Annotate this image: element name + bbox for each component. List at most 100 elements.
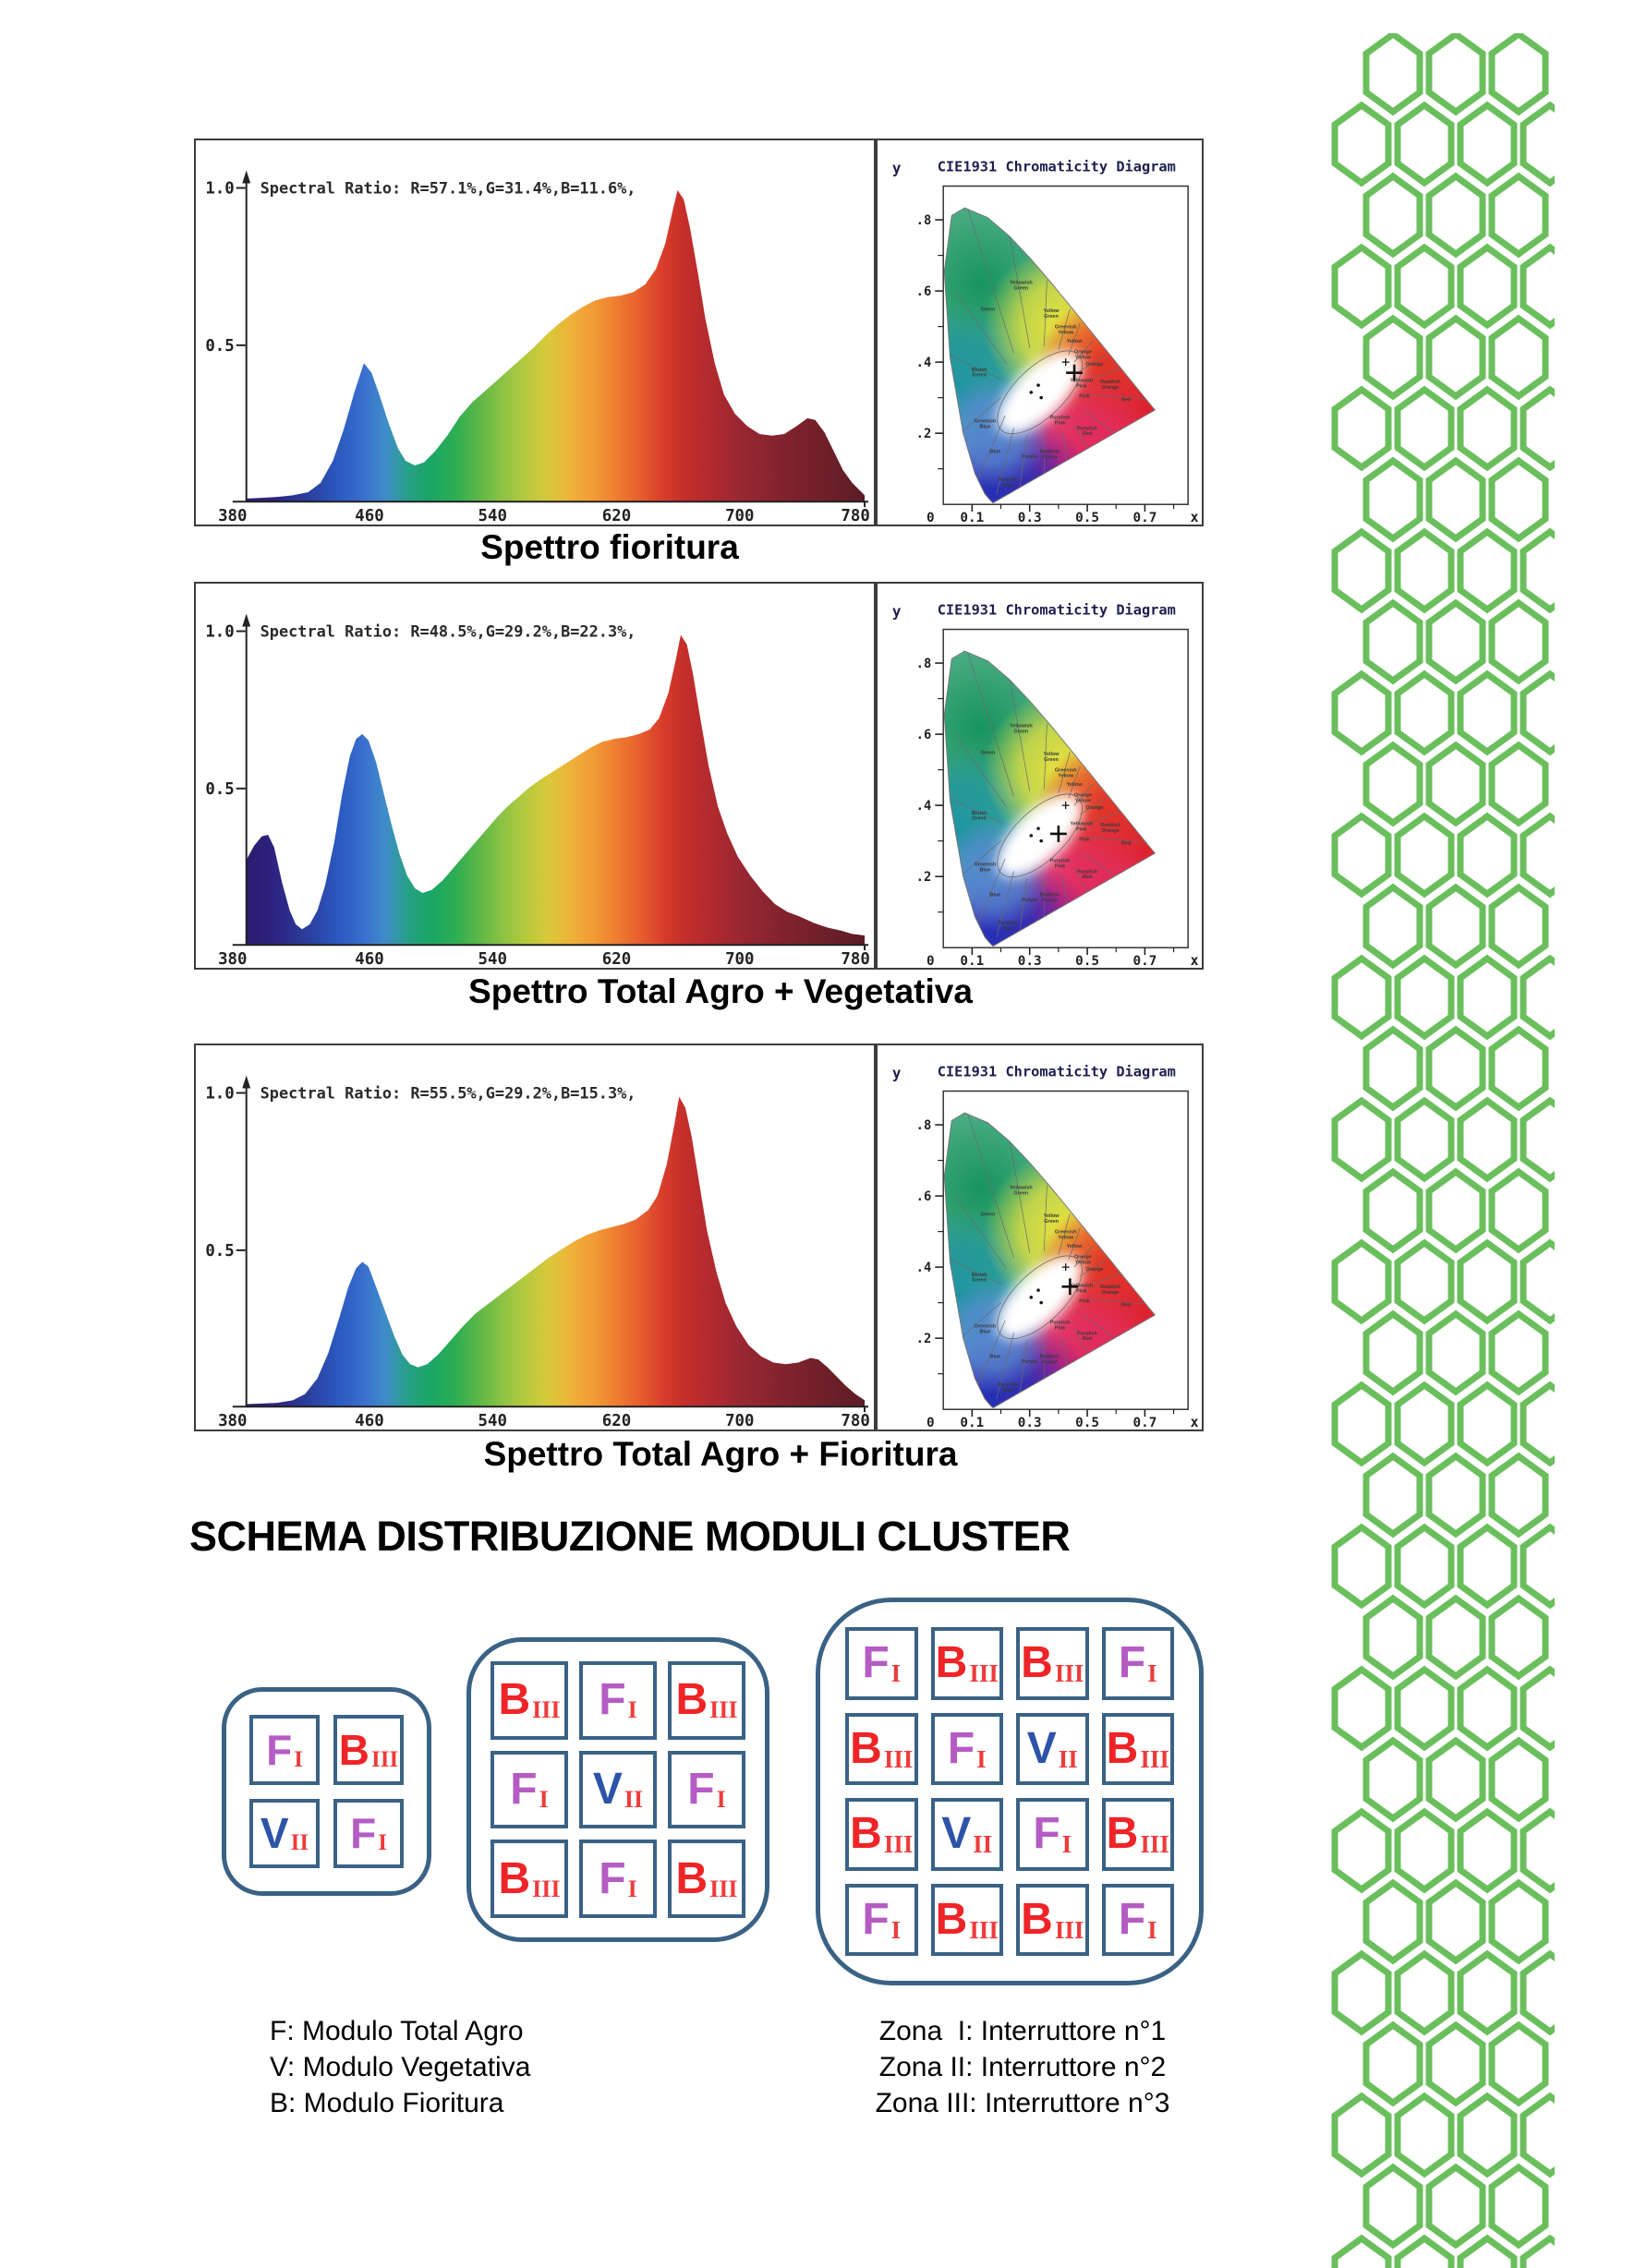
module-cell: B III: [1016, 1627, 1089, 1700]
svg-text:x: x: [1191, 953, 1199, 968]
svg-text:Red: Red: [1121, 840, 1131, 846]
module-letter: V: [941, 1809, 972, 1859]
module-letter: F: [947, 1723, 975, 1773]
svg-text:CIE1931 Chromaticity Diagram: CIE1931 Chromaticity Diagram: [938, 1064, 1176, 1080]
svg-text:Green: Green: [981, 1212, 996, 1217]
module-cell: B III: [930, 1883, 1003, 1956]
module-zone-numeral: I: [294, 1746, 303, 1772]
svg-text:0.5: 0.5: [205, 780, 234, 799]
svg-text:.8: .8: [916, 1118, 932, 1133]
svg-text:0: 0: [926, 511, 935, 525]
module-letter: B: [1021, 1638, 1053, 1688]
svg-text:0.5: 0.5: [1075, 511, 1099, 525]
svg-text:.6: .6: [916, 1189, 932, 1204]
svg-text:Orange: Orange: [1085, 805, 1103, 811]
spectrum-plot: 1.0 0.5 380 460 540 620 700 780 Spectral Ratio: …: [205, 1075, 870, 1430]
module-letter: B: [935, 1894, 968, 1944]
svg-text:0.1: 0.1: [960, 511, 984, 525]
svg-text:620: 620: [602, 507, 631, 525]
svg-text:620: 620: [602, 1412, 631, 1430]
module-zone-numeral: III: [709, 1875, 738, 1902]
svg-text:0.7: 0.7: [1132, 511, 1157, 525]
cie-diagram: CIE1931 Chromaticity Diagram y Green Yellow…: [876, 582, 1204, 970]
module-zone-numeral: I: [976, 1744, 987, 1773]
svg-text:700: 700: [725, 1412, 754, 1430]
svg-text:0.5: 0.5: [1075, 1416, 1099, 1430]
module-zone-numeral: III: [371, 1746, 399, 1772]
svg-text:0.3: 0.3: [1018, 511, 1042, 525]
svg-text:0.3: 0.3: [1018, 1416, 1042, 1430]
svg-text:.4: .4: [916, 1261, 932, 1275]
module-zone-numeral: II: [1058, 1744, 1078, 1773]
module-letter: B: [1106, 1723, 1139, 1773]
svg-text:540: 540: [478, 507, 507, 525]
svg-text:Green: Green: [981, 750, 996, 755]
module-zone-numeral: I: [716, 1785, 726, 1813]
module-legend: F: Modulo Total Agro V: Modulo Vegetativa…: [270, 2013, 530, 2121]
svg-text:.8: .8: [916, 213, 932, 228]
spectrum-plot: 1.0 0.5 380 460 540 620 700 780 Spectral Ratio: …: [205, 613, 870, 968]
module-zone-numeral: I: [890, 1659, 902, 1688]
module-zone-numeral: III: [532, 1875, 561, 1902]
svg-text:0.7: 0.7: [1132, 1416, 1157, 1430]
legend-line: B: Modulo Fioritura: [270, 2088, 504, 2118]
svg-text:1.0: 1.0: [205, 622, 234, 641]
svg-text:Purple: Purple: [1022, 1359, 1037, 1365]
module-cell: B III: [668, 1840, 745, 1918]
module-letter: F: [599, 1675, 626, 1725]
legend-line: V: Modulo Vegetativa: [270, 2052, 531, 2082]
svg-text:Purple: Purple: [1022, 898, 1037, 903]
svg-text:CIE1931 Chromaticity Diagram: CIE1931 Chromaticity Diagram: [938, 602, 1176, 619]
svg-text:x: x: [1191, 510, 1199, 525]
svg-text:0.3: 0.3: [1018, 954, 1042, 968]
module-letter: F: [599, 1853, 626, 1903]
svg-text:.8: .8: [916, 657, 932, 671]
chart-row-fioritura: 1.0 0.5 380 460 540 620 700 780 Spectral Ratio: …: [194, 139, 1204, 526]
module-letter: F: [687, 1764, 715, 1814]
module-zone-numeral: I: [890, 1915, 902, 1944]
svg-text:460: 460: [355, 950, 383, 968]
module-cell: B III: [1101, 1712, 1174, 1785]
svg-text:0.5: 0.5: [205, 337, 234, 356]
module-letter: B: [675, 1853, 708, 1903]
module-zone-numeral: I: [378, 1830, 387, 1856]
module-cell: B III: [490, 1661, 568, 1740]
svg-text:700: 700: [725, 507, 754, 525]
module-letter: F: [862, 1638, 890, 1688]
module-letter: B: [338, 1725, 370, 1774]
svg-text:Orange: Orange: [1085, 1267, 1103, 1273]
module-letter: V: [260, 1809, 289, 1858]
module-zone-numeral: I: [1147, 1659, 1157, 1688]
svg-text:Blue: Blue: [989, 1354, 1000, 1359]
svg-text:Yellow: Yellow: [1067, 1244, 1084, 1249]
module-zone-numeral: I: [1147, 1915, 1157, 1944]
svg-text:Red: Red: [1121, 1302, 1131, 1308]
module-letter: V: [1026, 1723, 1057, 1773]
legend-line: Zona III: Interruttore n°3: [875, 2088, 1170, 2118]
module-letter: B: [498, 1675, 531, 1725]
svg-text:1.0: 1.0: [205, 179, 234, 198]
module-zone-numeral: III: [1054, 1915, 1084, 1944]
